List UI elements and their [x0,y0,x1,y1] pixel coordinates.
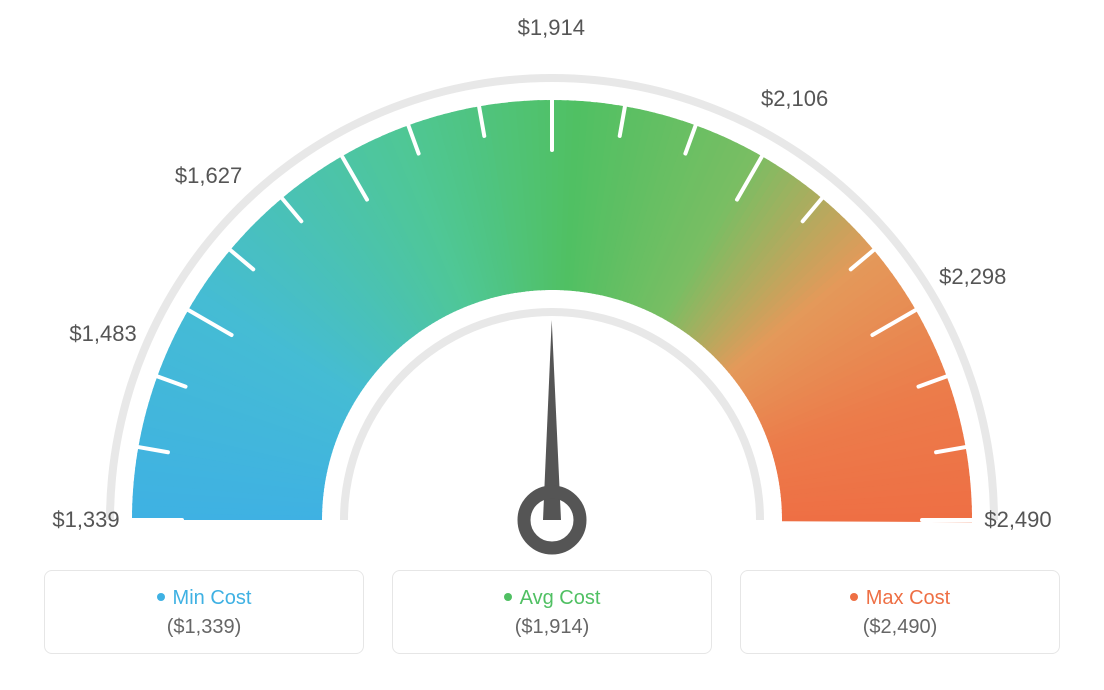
summary-card: Min Cost ($1,339) [44,570,364,654]
summary-card-title: Max Cost [761,587,1039,610]
summary-dot-icon [157,593,165,601]
gauge-tick-label: $1,627 [175,163,242,189]
summary-title-text: Avg Cost [520,587,601,609]
gauge-tick-label: $2,106 [761,86,828,112]
summary-card: Avg Cost ($1,914) [392,570,712,654]
gauge-tick-label: $1,914 [518,15,585,41]
gauge-tick-label: $2,298 [939,264,1006,290]
summary-card-value: ($2,490) [761,616,1039,639]
summary-title-text: Min Cost [173,587,252,609]
summary-dot-icon [504,593,512,601]
summary-card: Max Cost ($2,490) [740,570,1060,654]
summary-card-value: ($1,339) [65,616,343,639]
summary-row: Min Cost ($1,339) Avg Cost ($1,914) Max Cost… [0,570,1104,654]
gauge-tick-label: $2,490 [984,507,1051,533]
summary-card-title: Avg Cost [413,587,691,610]
gauge-tick-label: $1,339 [52,507,119,533]
summary-title-text: Max Cost [866,587,950,609]
summary-dot-icon [850,593,858,601]
gauge-chart: $1,339 $1,483 $1,627 $1,914 $2,106 $2,298 $2,4… [0,0,1104,560]
summary-card-value: ($1,914) [413,616,691,639]
summary-card-title: Min Cost [65,587,343,610]
gauge-tick-label: $1,483 [69,321,136,347]
